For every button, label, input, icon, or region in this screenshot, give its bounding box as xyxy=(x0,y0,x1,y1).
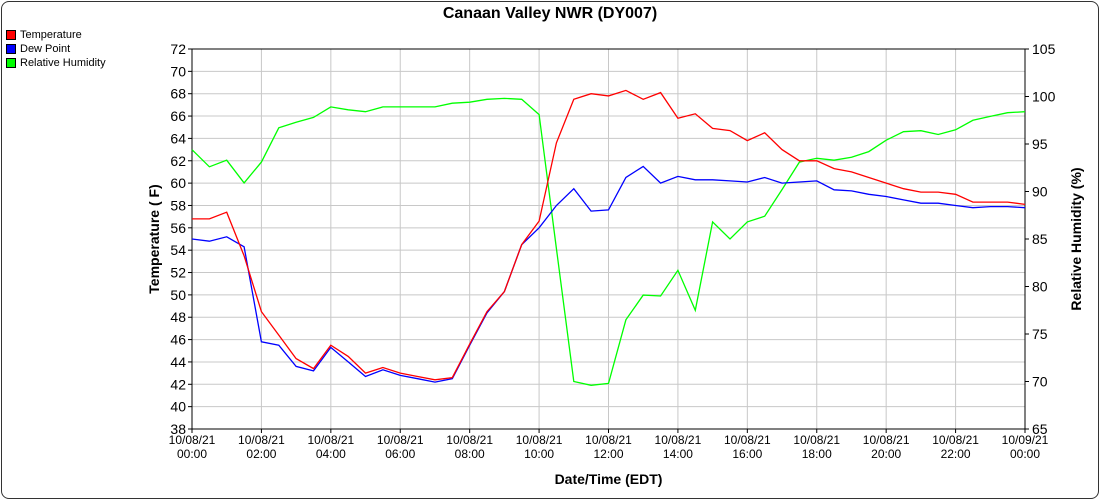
x-tick-date: 10/08/21 xyxy=(516,433,563,447)
y-tick-label: 54 xyxy=(170,242,186,258)
y-tick-label: 48 xyxy=(170,309,186,325)
series-line-dew-point xyxy=(191,165,1026,383)
y-tick-label: 38 xyxy=(170,421,186,437)
x-tick-time: 16:00 xyxy=(732,447,762,461)
y2-tick-label: 75 xyxy=(1032,326,1048,342)
y2-tick-label: 85 xyxy=(1032,231,1048,247)
y2-tick-label: 65 xyxy=(1032,421,1048,437)
y-tick-label: 66 xyxy=(170,108,186,124)
x-tick-time: 02:00 xyxy=(246,447,276,461)
x-tick-date: 10/08/21 xyxy=(377,433,424,447)
y2-tick-label: 90 xyxy=(1032,184,1048,200)
legend-swatch xyxy=(6,44,16,54)
series-line-temperature xyxy=(192,89,1026,381)
x-tick-time: 00:00 xyxy=(177,447,207,461)
x-tick-date: 10/08/21 xyxy=(169,433,216,447)
y2-tick-label: 70 xyxy=(1032,374,1048,390)
y-tick-label: 44 xyxy=(170,354,186,370)
y-tick-label: 46 xyxy=(170,332,186,348)
x-tick-date: 10/08/21 xyxy=(307,433,354,447)
y2-tick-label: 95 xyxy=(1032,136,1048,152)
y-tick-label: 70 xyxy=(170,63,186,79)
x-tick-date: 10/08/21 xyxy=(655,433,702,447)
y-axis-label: Temperature ( F) xyxy=(146,184,162,293)
x-tick-time: 00:00 xyxy=(1010,447,1040,461)
x-tick-date: 10/08/21 xyxy=(932,433,979,447)
y-tick-label: 60 xyxy=(170,175,186,191)
y-tick-label: 68 xyxy=(170,86,186,102)
x-tick-date: 10/08/21 xyxy=(585,433,632,447)
y-tick-label: 56 xyxy=(170,220,186,236)
x-tick-date: 10/08/21 xyxy=(446,433,493,447)
x-tick-date: 10/08/21 xyxy=(793,433,840,447)
legend-swatch xyxy=(6,58,16,68)
x-tick-time: 14:00 xyxy=(663,447,693,461)
x-tick-time: 18:00 xyxy=(802,447,832,461)
legend: Temperature Dew Point Relative Humidity xyxy=(6,28,106,70)
legend-item-relative-humidity: Relative Humidity xyxy=(6,56,106,70)
y-tick-label: 52 xyxy=(170,265,186,281)
x-tick-date: 10/08/21 xyxy=(863,433,910,447)
x-tick-date: 10/09/21 xyxy=(1002,433,1049,447)
y2-tick-label: 80 xyxy=(1032,279,1048,295)
legend-label: Dew Point xyxy=(20,43,71,55)
y2-tick-label: 100 xyxy=(1032,89,1056,105)
y-tick-label: 58 xyxy=(170,197,186,213)
y-tick-label: 72 xyxy=(170,41,186,57)
y2-tick-label: 105 xyxy=(1032,41,1056,57)
x-tick-time: 08:00 xyxy=(455,447,485,461)
legend-label: Temperature xyxy=(20,29,82,41)
legend-item-dew-point: Dew Point xyxy=(6,42,106,56)
y-tick-label: 42 xyxy=(170,376,186,392)
x-tick-time: 10:00 xyxy=(524,447,554,461)
y2-axis-label: Relative Humidity (%) xyxy=(1068,167,1084,310)
x-tick-time: 12:00 xyxy=(593,447,623,461)
x-tick-date: 10/08/21 xyxy=(238,433,285,447)
y-tick-label: 50 xyxy=(170,287,186,303)
y-tick-label: 64 xyxy=(170,130,186,146)
x-tick-time: 20:00 xyxy=(871,447,901,461)
legend-label: Relative Humidity xyxy=(20,57,106,69)
x-tick-time: 04:00 xyxy=(316,447,346,461)
legend-item-temperature: Temperature xyxy=(6,28,106,42)
x-axis-label: Date/Time (EDT) xyxy=(555,471,663,487)
y-tick-label: 62 xyxy=(170,153,186,169)
legend-swatch xyxy=(6,30,16,40)
chart-title: Canaan Valley NWR (DY007) xyxy=(442,5,658,22)
series-line-relative-humidity xyxy=(191,97,1026,386)
x-tick-date: 10/08/21 xyxy=(724,433,771,447)
y-tick-label: 40 xyxy=(170,399,186,415)
x-tick-time: 22:00 xyxy=(941,447,971,461)
x-tick-time: 06:00 xyxy=(385,447,415,461)
